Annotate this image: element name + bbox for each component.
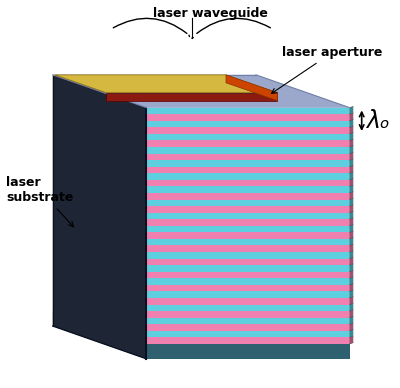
Polygon shape bbox=[53, 75, 146, 359]
Polygon shape bbox=[350, 211, 353, 219]
Polygon shape bbox=[146, 305, 351, 311]
Polygon shape bbox=[146, 114, 351, 121]
Polygon shape bbox=[350, 113, 353, 121]
Polygon shape bbox=[146, 199, 351, 206]
Polygon shape bbox=[146, 318, 351, 324]
Polygon shape bbox=[350, 284, 353, 291]
Polygon shape bbox=[146, 252, 351, 258]
Polygon shape bbox=[350, 264, 353, 272]
Polygon shape bbox=[350, 185, 353, 193]
Polygon shape bbox=[350, 297, 353, 305]
Polygon shape bbox=[350, 323, 353, 331]
Polygon shape bbox=[226, 75, 278, 100]
Polygon shape bbox=[146, 324, 351, 331]
Polygon shape bbox=[146, 232, 351, 239]
Polygon shape bbox=[146, 121, 351, 127]
Polygon shape bbox=[350, 277, 353, 285]
Polygon shape bbox=[53, 75, 350, 107]
Polygon shape bbox=[350, 257, 353, 265]
Polygon shape bbox=[350, 172, 353, 180]
Polygon shape bbox=[146, 344, 350, 359]
Polygon shape bbox=[350, 303, 353, 311]
Polygon shape bbox=[146, 258, 351, 265]
Polygon shape bbox=[350, 218, 353, 226]
Polygon shape bbox=[350, 317, 353, 324]
Polygon shape bbox=[146, 246, 351, 252]
Polygon shape bbox=[350, 178, 353, 186]
Polygon shape bbox=[350, 310, 353, 318]
Polygon shape bbox=[146, 285, 351, 291]
Polygon shape bbox=[350, 192, 353, 199]
Polygon shape bbox=[106, 93, 278, 100]
Polygon shape bbox=[146, 140, 351, 147]
Polygon shape bbox=[350, 139, 353, 147]
Polygon shape bbox=[350, 329, 353, 337]
Text: laser waveguide: laser waveguide bbox=[153, 7, 268, 20]
Polygon shape bbox=[350, 120, 353, 127]
Polygon shape bbox=[350, 205, 353, 213]
Polygon shape bbox=[146, 291, 351, 298]
Polygon shape bbox=[350, 166, 353, 173]
Polygon shape bbox=[146, 219, 351, 226]
Text: λₒ: λₒ bbox=[366, 109, 390, 133]
Polygon shape bbox=[146, 160, 351, 167]
Polygon shape bbox=[350, 106, 353, 114]
Text: laser aperture: laser aperture bbox=[272, 46, 382, 94]
Polygon shape bbox=[350, 238, 353, 246]
Polygon shape bbox=[146, 180, 351, 186]
Polygon shape bbox=[350, 198, 353, 206]
Polygon shape bbox=[350, 270, 353, 278]
Polygon shape bbox=[350, 336, 353, 344]
Polygon shape bbox=[53, 311, 146, 359]
Polygon shape bbox=[146, 331, 351, 337]
Polygon shape bbox=[146, 226, 351, 232]
Text: laser
substrate: laser substrate bbox=[6, 176, 74, 227]
Polygon shape bbox=[53, 75, 350, 107]
Polygon shape bbox=[55, 75, 278, 93]
Polygon shape bbox=[146, 186, 351, 193]
Polygon shape bbox=[146, 193, 351, 199]
Polygon shape bbox=[350, 159, 353, 167]
Polygon shape bbox=[146, 213, 351, 219]
Polygon shape bbox=[146, 272, 351, 278]
Polygon shape bbox=[146, 167, 351, 173]
Polygon shape bbox=[350, 290, 353, 298]
Polygon shape bbox=[350, 225, 353, 232]
Polygon shape bbox=[146, 311, 351, 318]
Polygon shape bbox=[146, 154, 351, 160]
Polygon shape bbox=[146, 173, 351, 180]
Polygon shape bbox=[146, 239, 351, 246]
Polygon shape bbox=[146, 298, 351, 305]
Polygon shape bbox=[146, 265, 351, 272]
Polygon shape bbox=[350, 152, 353, 160]
Polygon shape bbox=[146, 337, 351, 344]
Polygon shape bbox=[350, 133, 353, 140]
Polygon shape bbox=[53, 75, 146, 359]
Polygon shape bbox=[350, 231, 353, 239]
Polygon shape bbox=[146, 278, 351, 285]
Polygon shape bbox=[146, 107, 351, 114]
Polygon shape bbox=[350, 251, 353, 258]
Polygon shape bbox=[350, 244, 353, 252]
Polygon shape bbox=[146, 147, 351, 154]
Polygon shape bbox=[146, 127, 351, 134]
Polygon shape bbox=[350, 146, 353, 154]
Polygon shape bbox=[350, 126, 353, 134]
Polygon shape bbox=[146, 134, 351, 140]
Polygon shape bbox=[146, 206, 351, 213]
